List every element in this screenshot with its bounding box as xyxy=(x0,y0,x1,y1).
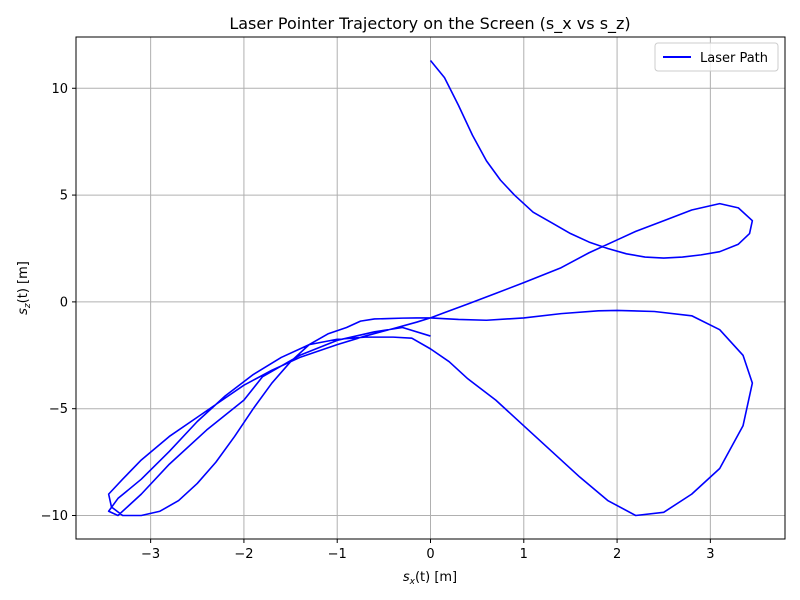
grid-lines xyxy=(76,37,785,539)
x-axis-label: sx(t) [m] xyxy=(403,570,457,587)
x-tick-label: 0 xyxy=(426,547,434,562)
y-axis-label-base: s xyxy=(16,308,31,315)
y-tick-label: 10 xyxy=(51,82,68,97)
x-axis-label-rest: (t) [m] xyxy=(415,570,457,585)
y-axis-label-rest: (t) [m] xyxy=(16,261,31,303)
x-tick-label: 2 xyxy=(613,547,621,562)
x-axis-label-base: s xyxy=(403,570,410,585)
series-layer xyxy=(107,59,754,517)
x-tick-label: 1 xyxy=(520,547,528,562)
legend-label-laser-path: Laser Path xyxy=(700,51,768,66)
legend-box xyxy=(654,42,779,72)
chart-title: Laser Pointer Trajectory on the Screen (… xyxy=(229,14,630,34)
x-tick-label: −3 xyxy=(141,547,160,562)
x-tick-label: −2 xyxy=(234,547,253,562)
y-tick-label: 5 xyxy=(60,189,68,204)
y-axis-label-sub: z xyxy=(23,303,33,309)
y-tick-label: −5 xyxy=(49,402,68,417)
legend: Laser Path xyxy=(654,42,779,72)
y-tick-label: −10 xyxy=(41,509,68,524)
series-line-laser-path xyxy=(107,59,754,517)
x-tick-label: 3 xyxy=(706,547,714,562)
y-axis-label: sz(t) [m] xyxy=(16,261,33,315)
y-tick-label: 0 xyxy=(60,295,68,310)
x-axis-label-sub: x xyxy=(409,577,416,587)
x-tick-label: −1 xyxy=(328,547,347,562)
